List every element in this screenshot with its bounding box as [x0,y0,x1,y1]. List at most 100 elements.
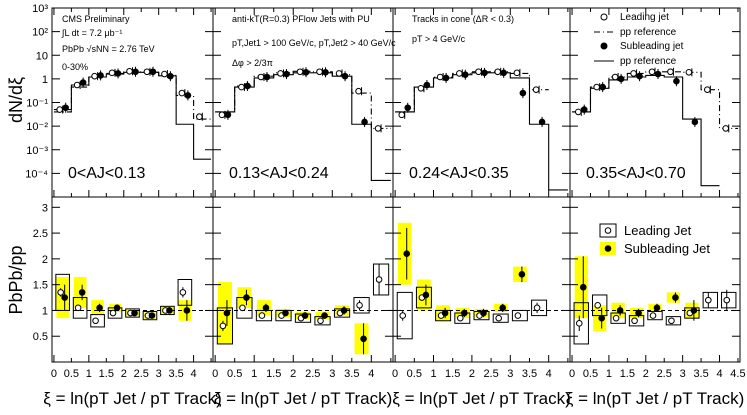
p4-xtick-label-0: 0 [569,368,575,380]
p3-ratio-leading-point-5 [495,314,502,322]
p2-xtick-label-6: 3 [329,368,335,380]
p4-xtick-label-9: 4.5 [730,368,745,380]
p4-top-leading-point-2 [611,73,619,81]
p4-xtick-label-8: 4 [716,368,722,380]
p2-ratio-subleading-point-5 [321,312,328,319]
p1-top-leading-point-7 [178,89,186,97]
p2-top-leading-point-5 [316,68,323,76]
p1-top-leading-point-0 [56,106,63,113]
p2-ratio-leading-point-5 [317,317,324,325]
p3-ratio-leading-point-0 [399,312,407,319]
p2-top-subleading-point-7 [361,118,368,126]
p1-ratio-leading-point-7 [179,289,187,296]
p4-top-leading-point-7 [704,86,711,93]
p1-top-subleading-point-1 [79,79,87,86]
p4-ratio-leading-point-2 [612,314,620,322]
p1-top-leading-point-3 [108,69,116,77]
jet-pt-cuts-label: pT,Jet1 > 100 GeV/c, pT,Jet2 > 40 GeV/c [232,38,396,48]
p1-ratio-subleading-point-5 [148,312,156,319]
p2-top-leading-point-3 [277,70,284,77]
p1-ratio-leading-point-1 [74,304,82,312]
lumi-label: ∫L dt = 7.2 μb⁻¹ [61,28,122,38]
bottom-ytick-label-0: 0.5 [33,331,48,343]
jet-algorithm-label: anti-kT(R=0.3) PFlow Jets with PU [232,14,370,24]
p1-xtick-label-8: 4 [191,368,197,380]
p3-xtick-label-1: 0.5 [407,368,422,380]
text-layer: 0<AJ<0.13 0 0.5 1 1.5 2 2.5 3 3.5 4 ξ = ln(pT Jet … [6,3,746,408]
p2-top-leading-point-2 [257,73,265,81]
p4-xaxis-label: ξ = ln(pT Jet / pT Track) [566,389,744,408]
p4-ratio-leading-point-1 [594,301,601,309]
p3-ratio-subleading-point-6 [518,271,526,278]
p1-xtick-label-1: 0.5 [64,368,79,380]
bottom-yaxis-label: PbPb/pp [6,245,26,314]
p2-xtick-label-4: 2 [290,368,296,380]
p4-top-subleading-point-0 [580,106,588,113]
legend-top-subleading-marker [600,42,608,50]
bottom-ytick-label-4: 2.5 [33,228,48,240]
p2-ratio-subleading-point-7 [360,335,367,343]
p3-ratio-subleading-point-1 [422,291,430,299]
p4-top-leading-point-1 [593,83,600,91]
p2-ratio-subleading-point-0 [223,309,231,317]
p4-xtick-label-2: 1 [606,368,612,380]
p3-xtick-label-3: 1.5 [445,368,460,380]
p2-ratio-leading-point-2 [258,312,266,319]
p3-ratio-subleading-point-3 [461,309,468,317]
p2-top-subleading-point-4 [302,68,310,76]
p3-top-subleading-point-0 [404,104,412,112]
p4-ratio-subleading-point-2 [616,307,624,314]
p4-xtick-label-1: 0.5 [583,368,598,380]
p1-ratio-subleading-point-0 [61,294,68,301]
p4-top-leading-point-5 [667,68,674,76]
legend-top-subleading-label: Subleading jet [620,41,684,52]
legend-top-leading-pp-label: pp reference [620,27,677,38]
p2-top-subleading-point-0 [224,111,232,119]
energy-label: PbPb √sNN = 2.76 TeV [62,44,155,54]
p3-top-leading-point-2 [436,73,444,81]
p3-ratio-subleading-point-0 [403,250,411,258]
p1-top-subleading-point-3 [114,70,122,77]
p1-xtick-label-0: 0 [51,368,57,380]
p3-leading-sys-box-0 [396,291,413,340]
p1-leading-sys-box-1 [72,297,88,319]
p3-xtick-label-6: 3 [507,368,513,380]
p4-top-leading-point-0 [574,108,582,116]
p1-top-subleading-point-6 [167,72,174,80]
p4-ratio-leading-point-5 [668,317,675,325]
p1-xtick-label-3: 1.5 [99,368,114,380]
centrality-label: 0-30% [62,62,88,72]
p2-ratio-subleading-point-4 [301,312,309,319]
p4-xtick-label-6: 3 [680,368,686,380]
p1-top-leading-point-6 [161,70,168,78]
legend-top-subleading-pp-label: pp reference [620,56,677,67]
p2-top-leading-point-7 [355,87,362,95]
p3-leading-sys-box-5 [492,313,509,323]
p4-leading-sys-box-0 [573,302,589,345]
p3-ratio-subleading-point-5 [499,304,506,312]
p1-leading-sys-box-5 [142,310,158,321]
p4-ratio-subleading-point-3 [635,309,642,317]
top-ytick-label-3: 10⁻¹ [26,98,48,110]
p1-xaxis-label: ξ = ln(pT Jet / pT Track) [43,389,221,408]
p4-top-leading-point-3 [630,70,637,77]
p3-ratio-subleading-point-2 [441,309,449,317]
p1-top-leading-point-2 [91,72,98,80]
p3-top-subleading-point-7 [538,118,546,126]
top-ytick-label-6: 10² [32,27,48,39]
p2-top-leading-point-6 [335,70,343,77]
p4-ratio-leading-point-7 [705,296,712,304]
p4-ratio-subleading-point-6 [690,307,698,314]
p4-top-subleading-point-1 [599,83,606,91]
p4-ratio-subleading-point-4 [653,304,661,312]
p4-bottom-frame [569,196,741,363]
p2-leading-pp-histogram [215,70,391,129]
p1-xtick-label-4: 2 [121,368,127,380]
p3-top-leading-point-0 [398,111,406,119]
p1-ratio-leading-point-3 [109,309,117,317]
p1-xtick-label-6: 3 [156,368,162,380]
p1-xtick-label-7: 3.5 [169,368,184,380]
p1-xtick-label-5: 2.5 [134,368,149,380]
p1-top-leading-point-1 [73,81,81,89]
